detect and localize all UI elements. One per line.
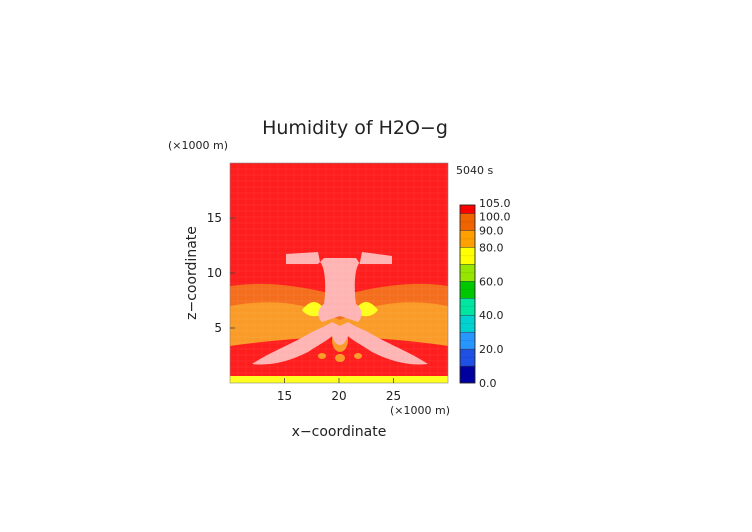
x-unit-label: (×1000 m): [390, 404, 450, 417]
field-cloud-plume: [286, 252, 392, 322]
colorbar-label: 20.0: [479, 343, 504, 356]
plot-area: [230, 163, 448, 383]
plot-grid: [230, 163, 448, 383]
y-tick-label: 5: [214, 321, 222, 335]
colorbar-label: 100.0: [479, 210, 511, 223]
y-axis-label: z−coordinate: [184, 226, 200, 320]
field-cloud-lower: [252, 322, 428, 365]
colorbar-label: 105.0: [479, 197, 511, 210]
x-tick-label: 20: [331, 389, 346, 403]
colorbar-label: 90.0: [479, 224, 504, 237]
x-tick-label: 15: [277, 389, 292, 403]
y-tick-label: 15: [207, 211, 222, 225]
colorbar-label: 0.0: [479, 377, 497, 390]
time-label: 5040 s: [456, 164, 493, 177]
y-tick-label: 10: [207, 266, 222, 280]
field-low-blob: [335, 354, 345, 362]
chart-title: Humidity of H2O−g: [262, 117, 448, 139]
x-tick-label: 25: [386, 389, 401, 403]
colorbar-label: 40.0: [479, 309, 504, 322]
colorbar-label: 80.0: [479, 241, 504, 254]
field-low-blob-left: [318, 353, 326, 359]
colorbar-label: 60.0: [479, 275, 504, 288]
field-low-blob-right: [354, 353, 362, 359]
colorbar-frame: [459, 204, 476, 384]
z-unit-label: (×1000 m): [168, 139, 228, 152]
x-axis-label: x−coordinate: [292, 424, 387, 440]
